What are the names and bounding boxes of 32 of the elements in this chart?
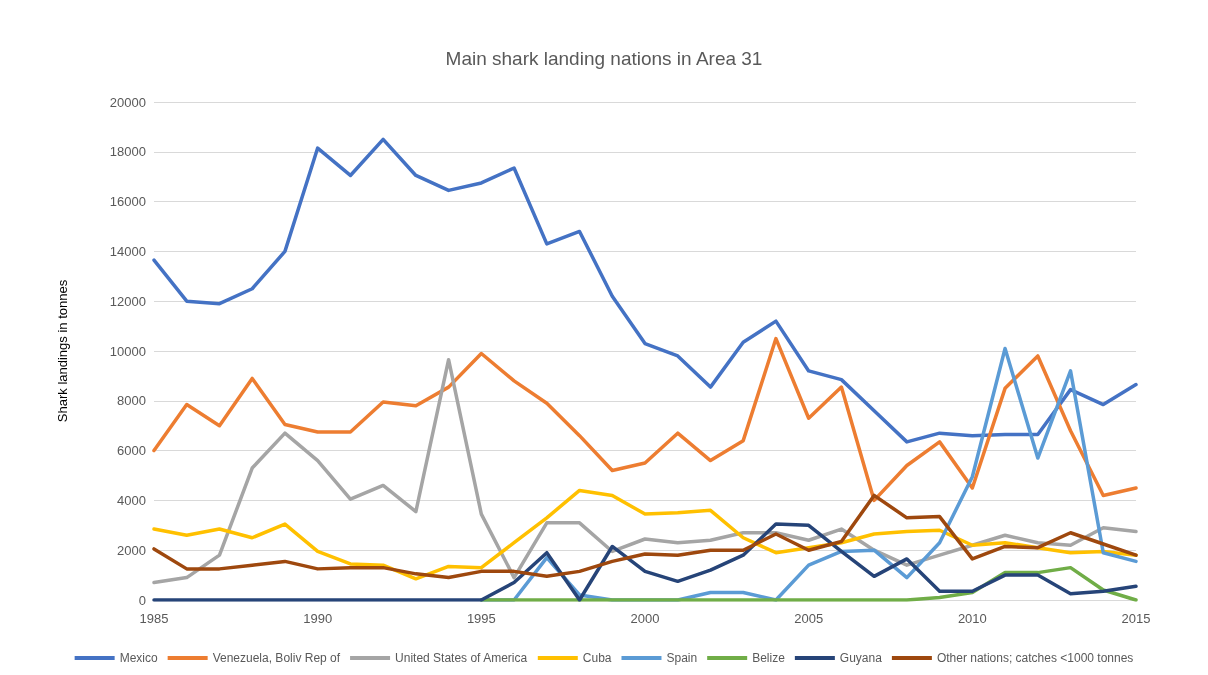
line-series — [152, 336, 1138, 503]
y-tick-label: 18000 — [109, 144, 146, 160]
legend-label: Cuba — [582, 651, 612, 665]
x-tick-label: 1995 — [466, 611, 496, 626]
y-tick-label: 0 — [138, 592, 146, 608]
y-tick-label: 2000 — [117, 542, 146, 558]
legend-label: United States of America — [395, 651, 528, 665]
y-tick-label: 4000 — [117, 492, 146, 508]
x-tick-label: 2010 — [957, 611, 987, 626]
y-tick-label: 6000 — [117, 443, 146, 459]
x-tick-label: 2000 — [630, 611, 660, 626]
legend-label: Spain — [666, 651, 698, 665]
x-tick-label: 1985 — [139, 611, 169, 626]
legend-label: Guyana — [839, 651, 883, 665]
x-tick-label: 2015 — [1121, 611, 1151, 626]
line-series — [152, 522, 1138, 602]
legend-label: Belize — [752, 651, 786, 665]
x-tick-label: 2005 — [794, 611, 824, 626]
legend-label: Other nations; catches <1000 tonnes — [936, 651, 1134, 665]
line-series — [152, 357, 1138, 585]
y-tick-label: 8000 — [117, 393, 146, 409]
y-tick-label: 10000 — [109, 343, 146, 359]
y-tick-label: 16000 — [109, 194, 146, 210]
legend-label: Venezuela, Boliv Rep of — [212, 651, 341, 665]
y-tick-label: 20000 — [109, 94, 146, 110]
y-tick-label: 14000 — [109, 243, 146, 259]
legend-label: Mexico — [119, 651, 158, 665]
chart-title: Main shark landing nations in Area 31 — [445, 48, 763, 69]
y-tick-label: 12000 — [109, 293, 146, 309]
x-tick-label: 1990 — [303, 611, 333, 626]
y-axis-title: Shark landings in tonnes — [55, 279, 70, 423]
line-series — [152, 137, 1138, 444]
